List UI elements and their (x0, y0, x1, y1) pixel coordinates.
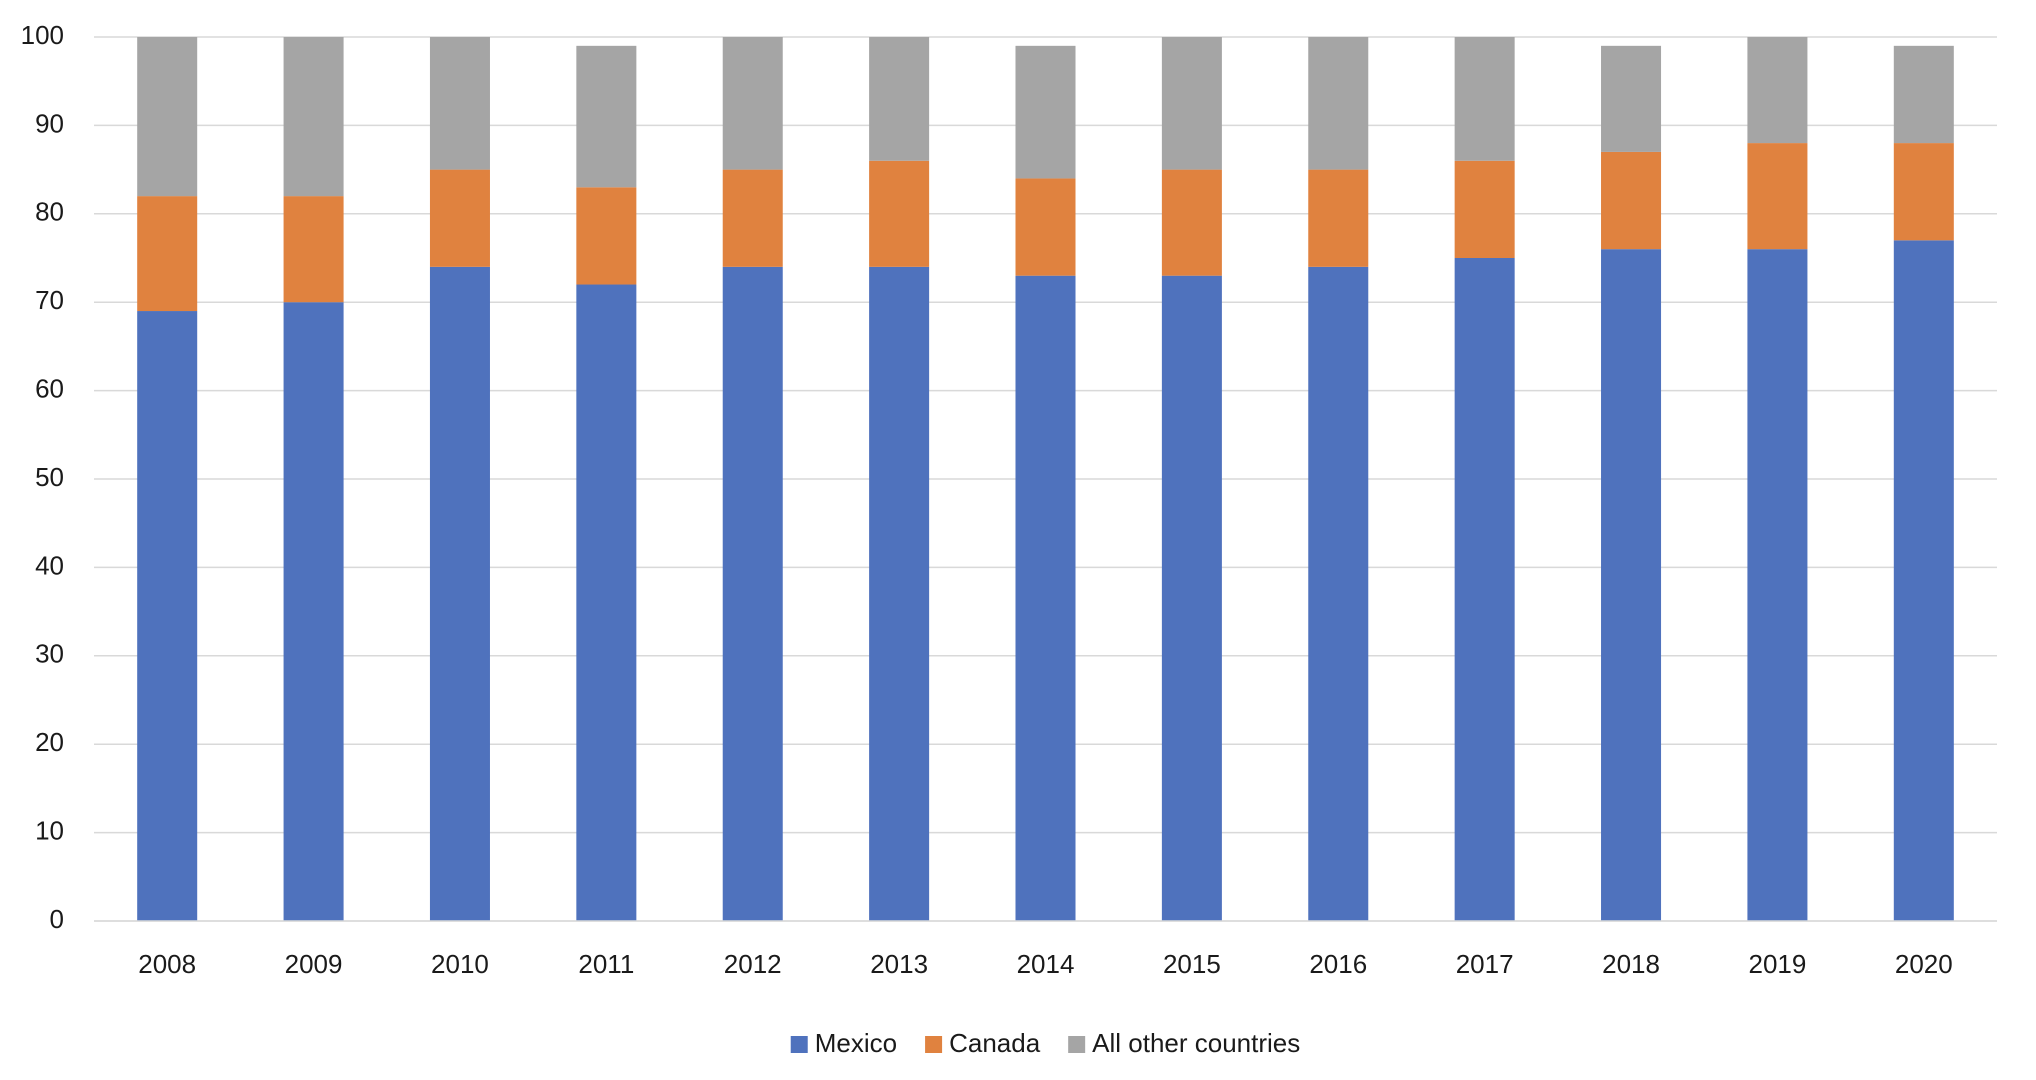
bar-segment (1601, 151, 1662, 250)
bar-segment (429, 37, 490, 170)
x-tick-label: 2009 (285, 949, 343, 979)
bar-segment (1893, 45, 1954, 144)
x-tick-label: 2020 (1895, 949, 1953, 979)
y-tick-label: 20 (35, 727, 64, 757)
bar-segment (1015, 178, 1076, 276)
bar-segment (1601, 249, 1662, 921)
x-tick-label: 2014 (1017, 949, 1075, 979)
bar-segment (283, 302, 344, 921)
y-tick-label: 90 (35, 108, 64, 138)
y-tick-label: 70 (35, 285, 64, 315)
x-tick-label: 2011 (578, 949, 634, 979)
bar-segment (1015, 45, 1076, 179)
x-tick-label: 2012 (724, 949, 782, 979)
bar-segment (137, 311, 198, 921)
bar-segment (137, 37, 198, 197)
bar-segment (869, 266, 930, 922)
y-tick-label: 40 (35, 550, 64, 580)
bar-segment (1161, 169, 1222, 276)
x-tick-label: 2008 (138, 949, 196, 979)
x-tick-label: 2015 (1163, 949, 1221, 979)
bar-segment (869, 160, 930, 267)
y-tick-label: 60 (35, 373, 64, 403)
bar-segment (1893, 240, 1954, 921)
y-tick-label: 80 (35, 197, 64, 227)
bar-segment (1747, 143, 1808, 250)
x-tick-label: 2017 (1456, 949, 1514, 979)
bar-segment (576, 187, 637, 285)
y-tick-label: 10 (35, 815, 64, 845)
bar-segment (1454, 258, 1515, 921)
bar-segment (722, 37, 783, 170)
x-tick-label: 2019 (1749, 949, 1807, 979)
bar-segment (283, 196, 344, 303)
bar-segment (1161, 37, 1222, 170)
bar-segment (1747, 37, 1808, 144)
y-tick-label: 50 (35, 462, 64, 492)
bar-segment (1747, 249, 1808, 921)
x-tick-label: 2010 (431, 949, 489, 979)
bar-segment (1308, 169, 1369, 267)
bar-segment (1015, 275, 1076, 921)
bar-segment (429, 266, 490, 922)
y-tick-label: 100 (21, 20, 64, 50)
x-tick-label: 2018 (1602, 949, 1660, 979)
legend-swatch (925, 1036, 943, 1053)
bar-segment (576, 45, 637, 188)
bar-segment (1308, 266, 1369, 922)
legend-swatch (790, 1036, 808, 1053)
bar-segment (1454, 37, 1515, 161)
bar-segment (1161, 275, 1222, 921)
bar-segment (1308, 37, 1369, 170)
bar-segment (283, 37, 344, 197)
x-tick-label: 2013 (870, 949, 928, 979)
bar-segment (722, 266, 783, 922)
legend-swatch (1068, 1036, 1086, 1053)
legend-label: Canada (949, 1028, 1041, 1058)
y-tick-label: 0 (50, 904, 64, 934)
x-tick-label: 2016 (1309, 949, 1367, 979)
bar-segment (576, 284, 637, 921)
bar-segment (1454, 160, 1515, 258)
bar-segment (722, 169, 783, 267)
bar-segment (869, 37, 930, 161)
legend-label: Mexico (815, 1028, 897, 1058)
y-tick-label: 30 (35, 639, 64, 669)
bar-segment (429, 169, 490, 267)
bar-segment (1601, 45, 1662, 152)
bar-segment (1893, 143, 1954, 241)
bar-segment (137, 196, 198, 312)
legend-label: All other countries (1092, 1028, 1300, 1058)
